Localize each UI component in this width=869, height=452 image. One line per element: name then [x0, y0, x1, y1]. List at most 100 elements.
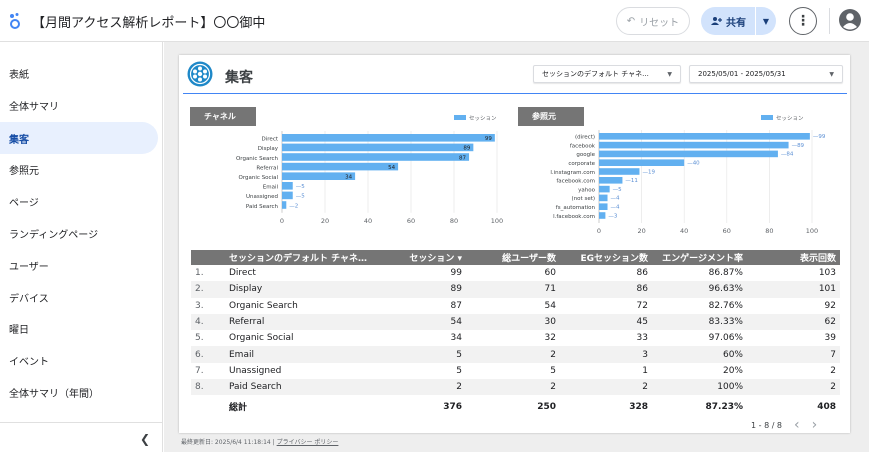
table-header-engaged-sessions[interactable]: EGセッション数 [560, 250, 652, 265]
channel-filter-dropdown[interactable]: セッションのデフォルト チャネ... ▼ [533, 65, 681, 83]
data-label: —4 [611, 196, 621, 202]
nav-item-devices[interactable]: デバイス [9, 293, 49, 305]
nav-item-referral[interactable]: 参照元 [9, 165, 39, 177]
table-row[interactable]: 4. Referral 54 30 45 83.33% 62 [191, 313, 840, 331]
row-sessions: 89 [376, 281, 466, 298]
row-views: 2 [747, 362, 840, 380]
table-row[interactable]: 7. Unassigned 5 5 1 20% 2 [191, 362, 840, 380]
previous-page-chevron-left-icon[interactable]: ‹ [794, 417, 800, 433]
row-engagement-rate: 20% [652, 362, 747, 380]
row-views: 62 [747, 313, 840, 331]
category-label: Referral [256, 165, 278, 171]
pagination-label: 1 - 8 / 8 [751, 420, 783, 430]
collapse-sidebar-chevron-left-icon[interactable]: ❮ [140, 432, 151, 446]
table-header-row: セッションのデフォルト チャネル... セッション ▾ 総ユーザー数 EGセッシ… [191, 250, 840, 265]
nav-item-events[interactable]: イベント [9, 356, 49, 368]
bar[interactable] [599, 194, 608, 202]
x-tick-label: 20 [321, 217, 329, 225]
row-channel: Paid Search [225, 379, 376, 396]
bar[interactable] [282, 153, 470, 161]
bar[interactable] [599, 203, 608, 210]
table-row[interactable]: 1. Direct 99 60 86 86.87% 103 [191, 265, 840, 282]
category-label: (direct) [575, 135, 595, 141]
table-row[interactable]: 3. Organic Search 87 54 72 82.76% 92 [191, 297, 840, 314]
x-tick-label: 100 [491, 217, 503, 225]
privacy-policy-link[interactable]: プライバシー ポリシー [276, 439, 339, 446]
row-total-users: 2 [466, 346, 560, 363]
data-label: 99 [485, 136, 492, 142]
bar[interactable] [282, 162, 399, 171]
bar[interactable] [282, 182, 293, 190]
row-channel: Display [225, 281, 376, 298]
referrer-bar-chart[interactable]: セッション 0 20 40 60 80 100 (direct) —99 facebook —89 g… [518, 115, 838, 235]
row-engaged-sessions: 1 [560, 362, 652, 380]
row-channel: Organic Social [225, 330, 376, 347]
category-label: Display [258, 146, 279, 152]
table-row[interactable]: 8. Paid Search 2 2 2 100% 2 [191, 379, 840, 396]
table-row[interactable]: 2. Display 89 71 86 96.63% 101 [191, 281, 840, 298]
category-label: Direct [262, 137, 279, 143]
data-label: 54 [388, 165, 395, 171]
more-options-button[interactable]: ⋮ [789, 7, 817, 35]
category-label: facebook [570, 143, 596, 149]
row-engaged-sessions: 45 [560, 313, 652, 331]
nav-item-annual-summary[interactable]: 全体サマリ（年間） [9, 388, 99, 400]
nav-item-landing-page[interactable]: ランディングページ [9, 229, 99, 241]
nav-item-weekday[interactable]: 曜日 [9, 324, 29, 336]
channel-filter-label: セッションのデフォルト チャネ... [542, 70, 649, 78]
nav-item-overall-summary[interactable]: 全体サマリ [9, 101, 59, 113]
nav-item-acquisition[interactable]: 集客 [0, 122, 158, 154]
row-engagement-rate: 96.63% [652, 281, 747, 298]
row-index: 7. [191, 362, 225, 380]
account-avatar-icon[interactable] [839, 9, 861, 31]
row-index: 4. [191, 313, 225, 331]
bar[interactable] [282, 134, 495, 142]
date-range-picker[interactable]: 2025/05/01 - 2025/05/31 ▼ [689, 65, 843, 83]
reset-button[interactable]: ↶ リセット [616, 7, 690, 35]
table-total-row: 総計 376 250 328 87.23% 408 [191, 395, 840, 419]
row-views: 103 [747, 265, 840, 282]
table-header-views[interactable]: 表示回数 [747, 250, 840, 265]
row-sessions: 2 [376, 379, 466, 396]
data-label: —40 [687, 161, 700, 167]
bar[interactable] [282, 201, 287, 209]
bar[interactable] [599, 168, 640, 175]
category-label: Organic Social [239, 175, 279, 181]
bar[interactable] [599, 133, 810, 140]
nav-item-pages[interactable]: ページ [9, 197, 39, 209]
data-label: —3 [608, 213, 618, 219]
data-label: —19 [642, 169, 655, 175]
bar[interactable] [599, 212, 606, 219]
bar[interactable] [282, 191, 293, 200]
looker-studio-logo-icon[interactable] [8, 12, 22, 30]
bar[interactable] [599, 141, 789, 149]
table-header-sessions[interactable]: セッション ▾ [376, 250, 466, 265]
table-row[interactable]: 6. Email 5 2 3 60% 7 [191, 346, 840, 363]
sidebar-divider [0, 422, 163, 423]
row-index: 6. [191, 346, 225, 363]
bar[interactable] [599, 177, 623, 184]
table-header-engagement-rate[interactable]: エンゲージメント率 [652, 250, 747, 265]
bar[interactable] [282, 143, 474, 152]
row-total-users: 30 [466, 313, 560, 331]
undo-icon: ↶ [626, 15, 636, 27]
row-sessions: 34 [376, 330, 466, 347]
nav-item-users[interactable]: ユーザー [9, 261, 49, 273]
report-title[interactable]: 【月間アクセス解析レポート】〇〇御中 [32, 16, 266, 31]
bar[interactable] [282, 172, 356, 180]
share-button[interactable]: 共有 [701, 14, 755, 29]
bar[interactable] [599, 185, 610, 193]
bar[interactable] [599, 159, 685, 166]
row-views: 2 [747, 379, 840, 396]
category-label: (not set) [572, 196, 595, 202]
share-dropdown-chevron-down-icon[interactable]: ▼ [762, 16, 770, 26]
next-page-chevron-right-icon[interactable]: › [811, 417, 818, 433]
table-header-total-users[interactable]: 総ユーザー数 [466, 250, 560, 265]
nav-item-cover[interactable]: 表紙 [9, 69, 29, 81]
table-row[interactable]: 5. Organic Social 34 32 33 97.06% 39 [191, 330, 840, 347]
bar[interactable] [599, 150, 778, 158]
legend-swatch [454, 115, 466, 120]
table-header-channel[interactable]: セッションのデフォルト チャネル... [225, 250, 376, 265]
channel-bar-chart[interactable]: セッション 0 20 40 60 80 100 Direct 99 Display 89 Organi… [190, 115, 510, 235]
row-sessions: 99 [376, 265, 466, 282]
